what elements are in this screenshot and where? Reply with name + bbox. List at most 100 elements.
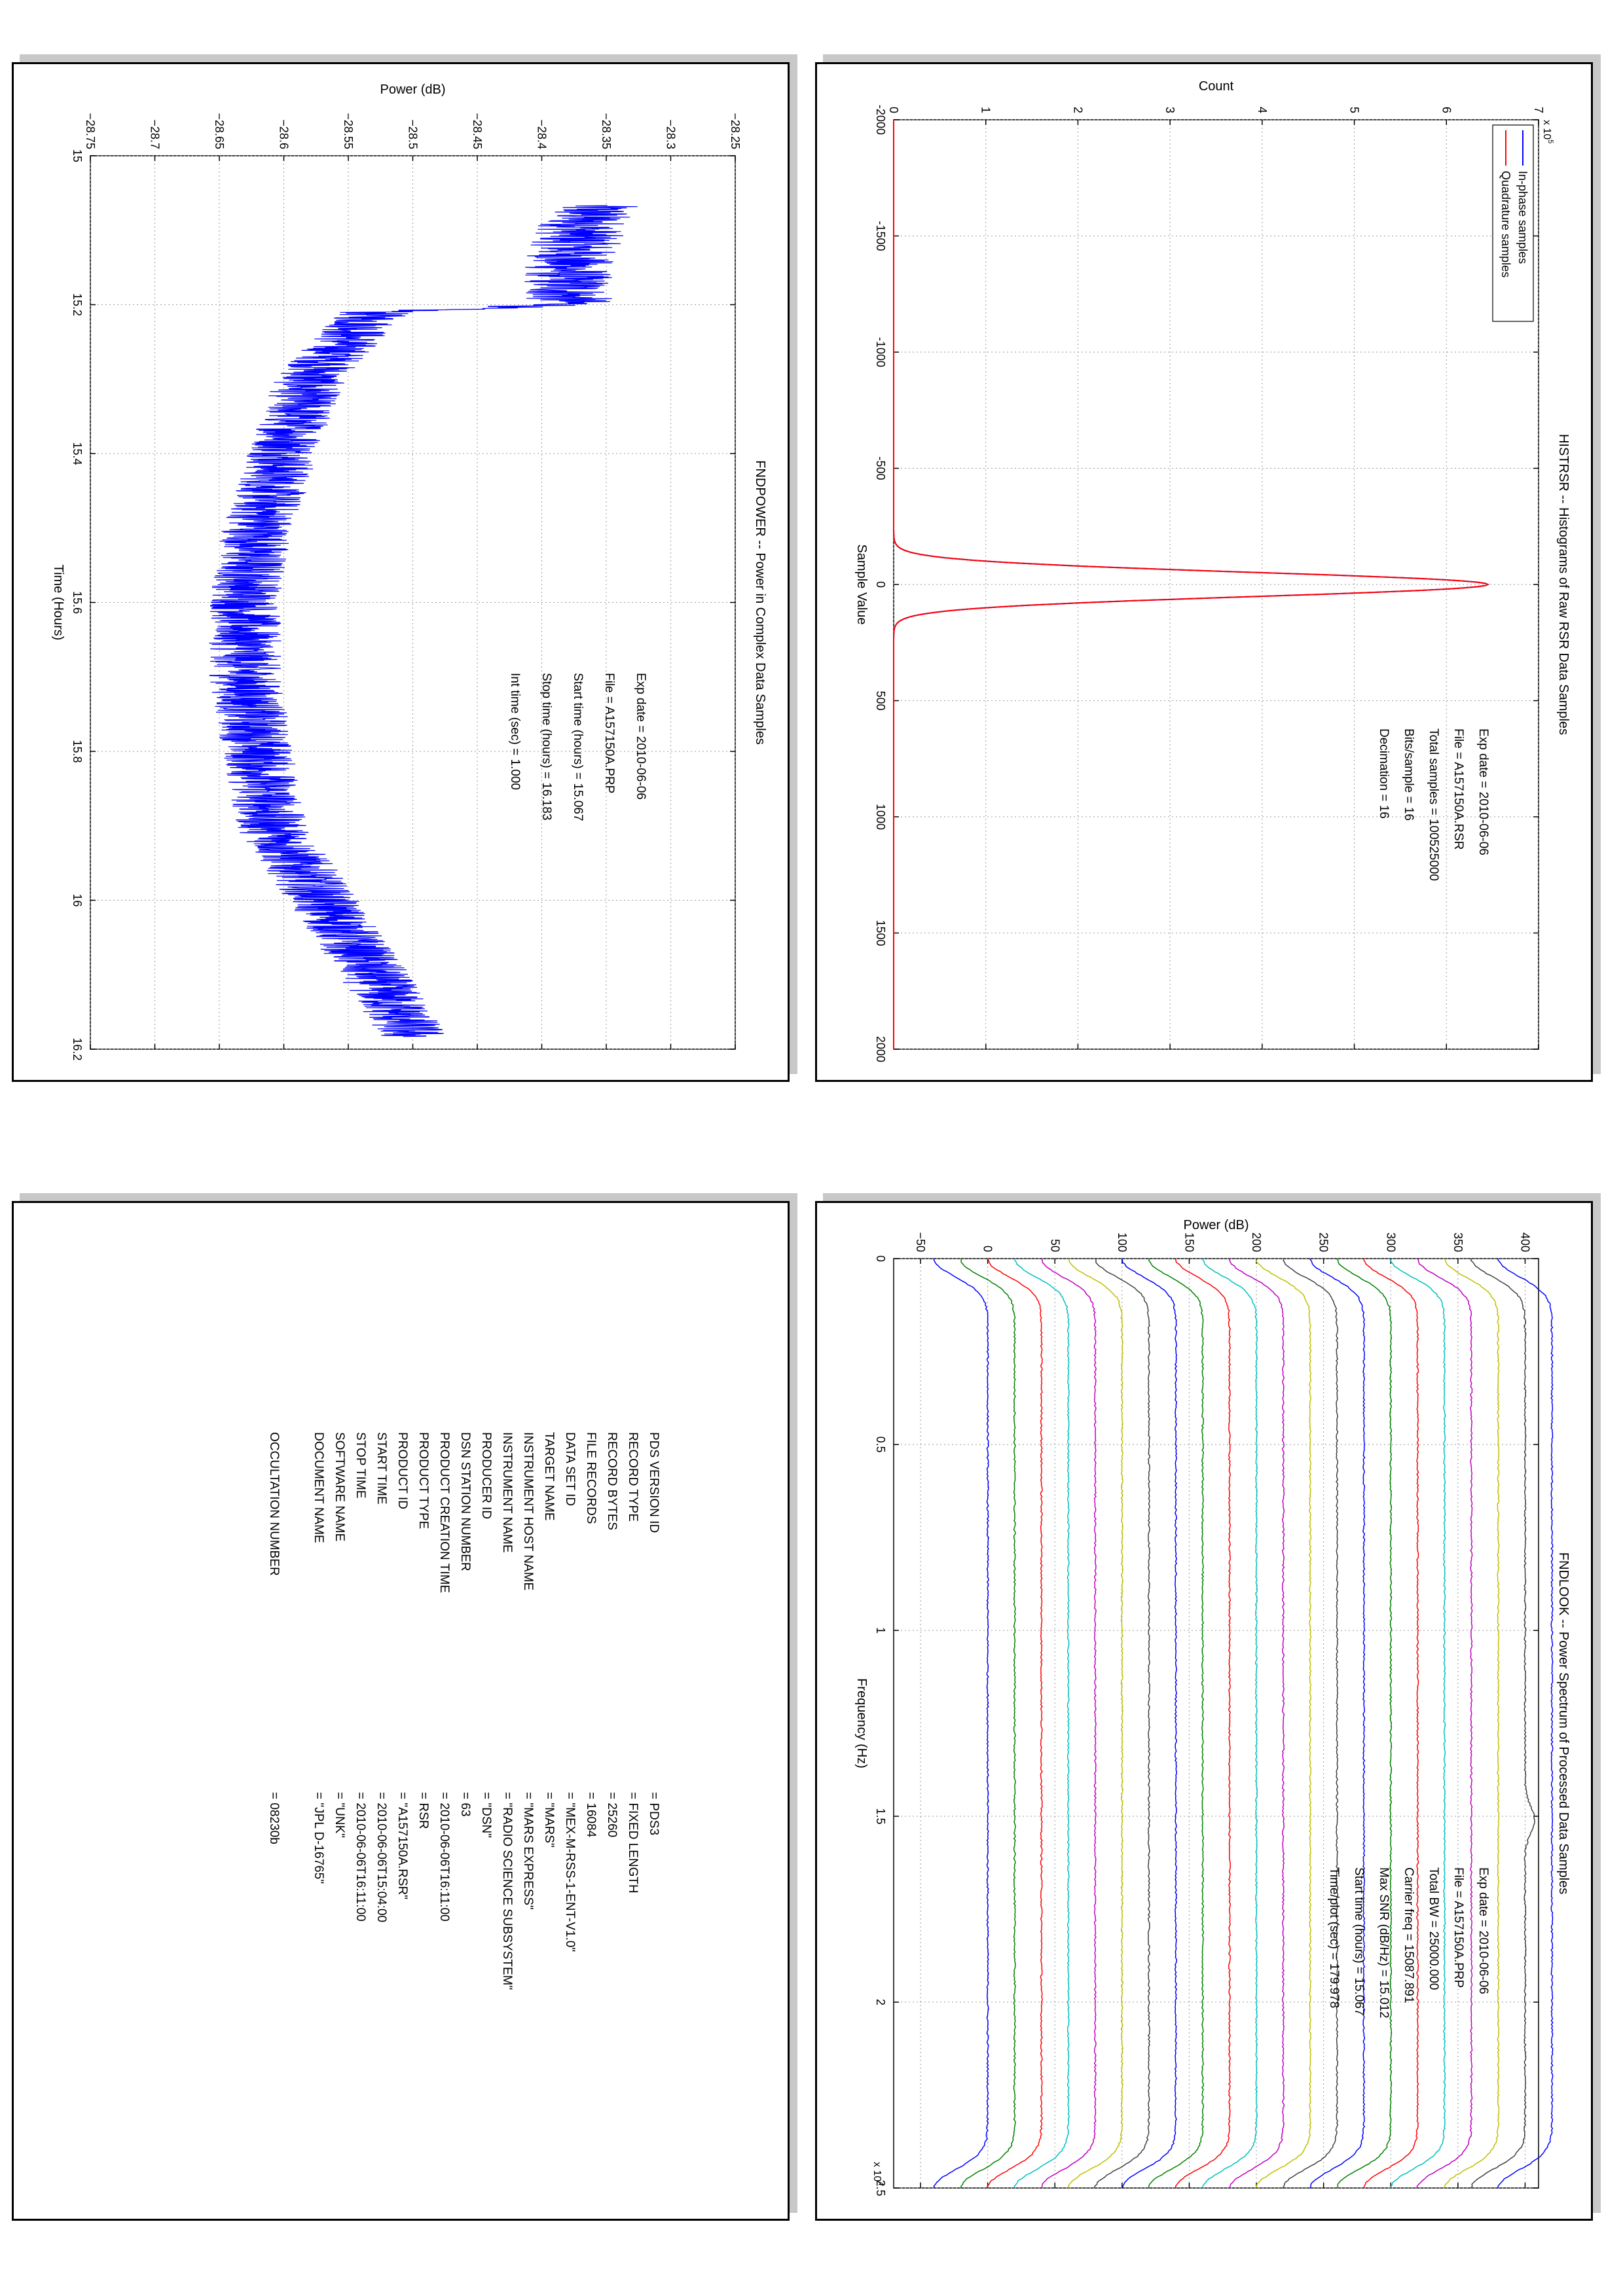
info-line: Carrier freq = 15087.891 <box>1402 1867 1415 2003</box>
spectrum-panel: FNDLOOK -- Power Spectrum of Processed D… <box>815 1193 1601 2221</box>
info-line: File = A157150A.RSR <box>1451 728 1465 850</box>
spectrum-series <box>1041 1258 1097 2189</box>
legend-entry: Quadrature samples <box>1499 171 1512 278</box>
label-value: = "MARS" <box>542 1792 556 1848</box>
spectrum-series <box>1282 1258 1339 2189</box>
spectrum-series <box>1201 1258 1258 2188</box>
y-tick-label: −28.25 <box>729 113 742 149</box>
spectrum-series <box>1013 1258 1070 2189</box>
power-chart: FNDPOWER -- Power in Complex Data Sample… <box>51 82 767 1061</box>
power-panel: FNDPOWER -- Power in Complex Data Sample… <box>12 54 797 1082</box>
spectrum-series <box>987 1258 1043 2189</box>
label-value: = "MEX-M-RSS-1-ENT-V1.0" <box>563 1792 577 1952</box>
x-exponent-power: 4 <box>877 2181 884 2185</box>
info-line: Decimation = 16 <box>1377 728 1391 819</box>
x-tick-label: 15.6 <box>71 591 84 614</box>
y-tick-label: −28.4 <box>536 119 549 149</box>
info-line: File = A157150A.PRP <box>1451 1867 1465 1988</box>
spectrum-series <box>1444 1258 1500 2189</box>
y-axis-label: Power (dB) <box>380 82 445 97</box>
spectrum-series <box>1362 1258 1419 2189</box>
x-tick-label: -500 <box>874 456 887 480</box>
label-key: TARGET NAME <box>542 1432 556 1520</box>
y-tick-label: 2 <box>1071 107 1084 113</box>
label-value: = "UNK" <box>333 1792 346 1838</box>
label-key: INSTRUMENT HOST NAME <box>521 1432 535 1590</box>
x-tick-label: 2 <box>874 1999 887 2005</box>
spectrum-series <box>1470 1258 1535 2189</box>
plot-area <box>893 1258 1539 2189</box>
series-line-quadrature <box>893 120 1490 1049</box>
spectrum-series <box>1255 1258 1312 2189</box>
x-tick-label: 2000 <box>874 1036 887 1062</box>
spectrum-series <box>1121 1258 1178 2189</box>
info-line: Time/plot (sec) = 179.978 <box>1327 1867 1341 2008</box>
label-table: PDS VERSION ID = PDS3 RECORD TYPE = FIXED L… <box>267 1432 661 1990</box>
y-axis-label: Power (dB) <box>1183 1218 1249 1232</box>
label-key: RECORD BYTES <box>605 1432 619 1530</box>
x-tick-label: -1500 <box>874 221 887 251</box>
legend: In-phase samples Quadrature samples <box>1492 124 1534 322</box>
label-value: = "DSN" <box>479 1792 493 1838</box>
y-tick-label: 350 <box>1451 1232 1465 1252</box>
y-tick-label: −28.75 <box>84 113 97 149</box>
x-tick-label: 500 <box>874 691 887 710</box>
spectrum-series <box>1228 1258 1285 2189</box>
spectrum-series <box>1094 1258 1150 2189</box>
x-tick-label: 0.5 <box>874 1436 887 1452</box>
spectrum-series <box>960 1258 1016 2189</box>
y-tick-label: 150 <box>1182 1232 1195 1252</box>
label-value: = 25260 <box>605 1792 619 1837</box>
y-tick-label: −28.65 <box>213 113 226 149</box>
info-line: Exp date = 2010-06-06 <box>1476 728 1490 855</box>
label-value: = "A157150A.RSR" <box>395 1792 409 1899</box>
label-value: = RSR <box>416 1792 430 1829</box>
spectrum-series <box>933 1258 989 2189</box>
label-value: = FIXED LENGTH <box>626 1792 640 1893</box>
x-tick-label: 0 <box>874 1255 887 1262</box>
info-line: Exp date = 2010-06-06 <box>1476 1867 1490 1994</box>
y-tick-label: −28.6 <box>278 119 291 149</box>
chart-title: FNDPOWER -- Power in Complex Data Sample… <box>753 460 767 745</box>
label-value: = PDS3 <box>647 1792 661 1835</box>
info-line: Total samples = 100525000 <box>1427 728 1440 881</box>
y-tick-label: 4 <box>1256 107 1269 113</box>
label-panel: PDS VERSION ID = PDS3 RECORD TYPE = FIXED L… <box>12 1193 797 2221</box>
label-value: = "JPL D-16765" <box>312 1792 325 1884</box>
info-line: Total BW = 25000.000 <box>1427 1867 1440 1990</box>
histogram-chart: HISTRSR -- Histograms of Raw RSR Data Sa… <box>854 79 1571 1062</box>
label-key: FILE RECORDS <box>584 1432 598 1524</box>
spectrum-series <box>1067 1258 1123 2189</box>
x-tick-label: 15.8 <box>71 740 84 762</box>
x-axis-label: Sample Value <box>854 544 869 624</box>
label-key: RECORD TYPE <box>626 1432 640 1522</box>
x-tick-label: -2000 <box>874 105 887 135</box>
series-line-power <box>209 205 638 1037</box>
y-tick-label: 1 <box>979 107 993 113</box>
label-key: OCCULTATION NUMBER <box>267 1432 281 1576</box>
y-tick-label: 7 <box>1532 107 1545 113</box>
spectrum-series <box>1389 1258 1446 2189</box>
y-exponent-label: x 105 <box>1541 120 1554 143</box>
spectrum-series <box>1336 1258 1393 2189</box>
info-line: Max SNR (dB/Hz) = 15.012 <box>1377 1867 1391 2018</box>
label-key: STOP TIME <box>354 1432 367 1498</box>
info-line: Int time (sec) = 1.000 <box>508 673 522 790</box>
y-tick-label: 6 <box>1440 107 1453 113</box>
info-line: Stop time (hours) = 16.183 <box>539 673 553 821</box>
label-key: INSTRUMENT NAME <box>500 1432 514 1552</box>
label-value: = 16084 <box>584 1792 598 1838</box>
y-tick-label: 0 <box>981 1246 994 1252</box>
histogram-panel: HISTRSR -- Histograms of Raw RSR Data Sa… <box>815 54 1601 1082</box>
info-line: Exp date = 2010-06-06 <box>634 673 647 800</box>
legend-entry: In-phase samples <box>1516 171 1529 264</box>
label-key: DATA SET ID <box>563 1432 577 1506</box>
info-line: Bits/sample = 16 <box>1402 728 1415 821</box>
legend-box <box>1492 124 1534 322</box>
spectrum-series <box>1416 1258 1473 2189</box>
label-value: = "RADIO SCIENCE SUBSYSTEM" <box>500 1792 514 1990</box>
spectrum-chart: FNDLOOK -- Power Spectrum of Processed D… <box>854 1218 1571 2197</box>
info-line: Start time (hours) = 15.067 <box>571 673 585 821</box>
x-tick-label: 16.2 <box>71 1037 84 1060</box>
x-tick-label: -1000 <box>874 337 887 367</box>
